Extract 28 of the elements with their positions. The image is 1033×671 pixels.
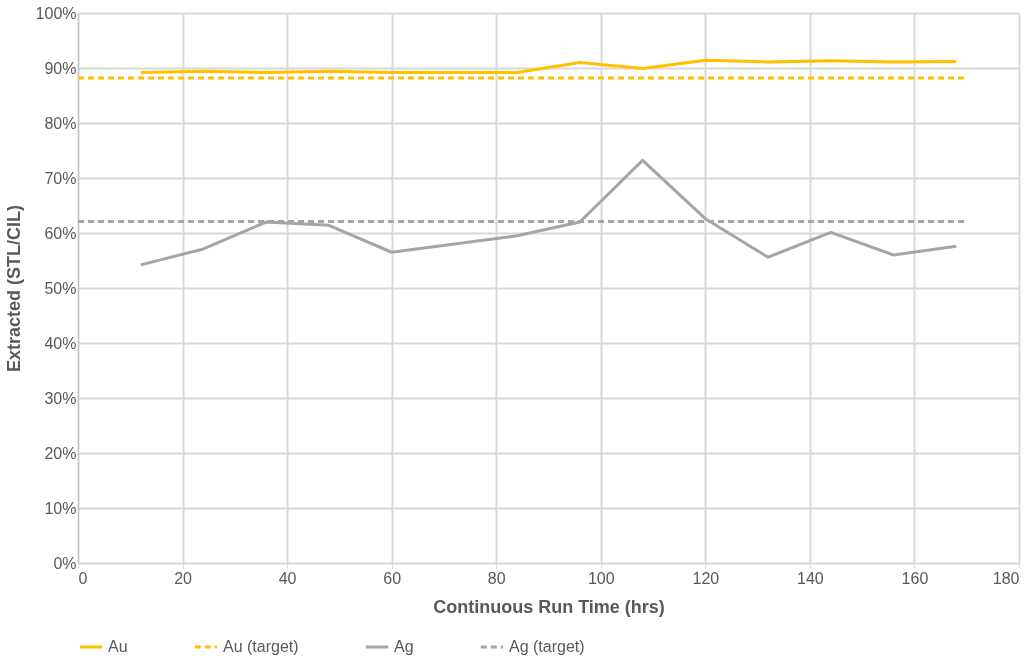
legend-label: Au (108, 638, 128, 655)
x-tick-label: 120 (692, 569, 720, 587)
legend-label: Ag (394, 638, 414, 655)
x-tick-label: 0 (78, 569, 88, 587)
y-tick-label: 50% (44, 279, 77, 297)
legend-label: Ag (target) (509, 638, 585, 655)
x-tick-label: 60 (383, 569, 402, 587)
y-tick-label: 80% (44, 114, 77, 132)
line-series (139, 58, 958, 74)
y-tick-label: 30% (44, 389, 77, 407)
x-axis-title: Continuous Run Time (hrs) (433, 596, 665, 617)
y-tick-label: 100% (35, 4, 77, 22)
y-tick-label: 10% (44, 499, 77, 517)
x-tick-label: 80 (487, 569, 506, 587)
x-tick-label: 160 (901, 569, 929, 587)
x-tick-label: 180 (992, 569, 1020, 587)
y-axis-title: Extracted (STL/CIL) (3, 204, 24, 373)
x-tick-label: 40 (278, 569, 297, 587)
y-tick-label: 90% (44, 59, 77, 77)
y-tick-label: 70% (44, 169, 77, 187)
y-tick-label: 20% (44, 444, 77, 462)
x-tick-label: 100 (587, 569, 615, 587)
legend-label: Au (target) (223, 638, 299, 655)
x-tick-label: 20 (174, 569, 193, 587)
y-tick-label: 0% (53, 554, 77, 572)
y-tick-label: 40% (44, 334, 77, 352)
y-tick-label: 60% (44, 224, 77, 242)
x-tick-label: 140 (797, 569, 824, 587)
